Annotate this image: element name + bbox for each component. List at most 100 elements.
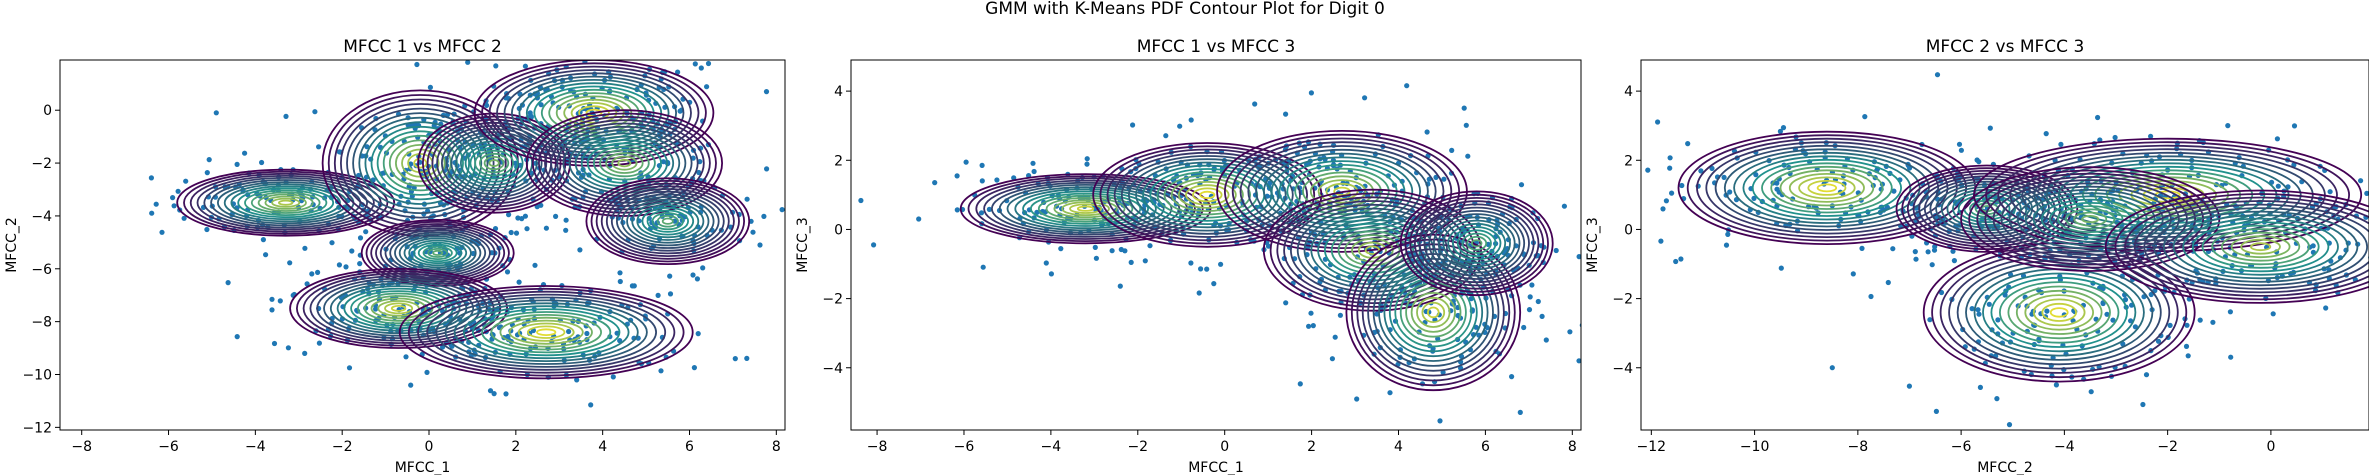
scatter-point <box>283 113 289 119</box>
scatter-point <box>1188 260 1194 266</box>
scatter-point <box>1645 167 1651 173</box>
contour-line <box>1968 169 2213 269</box>
contour-line <box>1092 142 1323 248</box>
scatter-point <box>1354 396 1360 402</box>
scatter-point <box>2148 133 2154 139</box>
contour-line <box>1099 145 1316 245</box>
scatter-point <box>1859 245 1865 251</box>
contour-line <box>408 239 468 267</box>
contour-line <box>2182 217 2339 276</box>
scatter-point <box>1958 147 1964 153</box>
gmm-contours <box>1677 130 2369 383</box>
scatter-point <box>346 365 353 371</box>
scatter-point <box>1727 189 1733 195</box>
contour-line <box>1761 162 1893 214</box>
contour-line <box>548 92 640 134</box>
contour-line <box>2221 231 2301 262</box>
contour-line <box>2073 211 2108 227</box>
scatter-point <box>363 229 369 235</box>
scatter-point <box>1031 168 1037 175</box>
contour-line <box>244 189 328 217</box>
contour-line <box>540 88 648 137</box>
scatter-point <box>2043 131 2049 137</box>
scatter-point <box>553 213 559 219</box>
subplot-mfcc1-vs-mfcc2: −8 −6 −4 −2 0 2 4 6 8 −12 −10 −8 −6 −4 −2 0 MFCC 1 vs MF… <box>4 37 812 475</box>
scatter-point <box>1437 418 1443 424</box>
contour-line <box>998 183 1173 234</box>
contour-line <box>1076 205 1095 212</box>
scatter-point <box>1721 174 1727 180</box>
scatter-point <box>1463 122 1469 128</box>
x-tick-label: 6 <box>1481 439 1490 455</box>
contour-line <box>417 243 458 263</box>
scatter-point <box>1527 294 1533 300</box>
scatter-point <box>487 388 494 394</box>
contour-line <box>615 193 720 249</box>
scatter-point <box>2185 353 2191 359</box>
scatter-point <box>1449 147 1455 153</box>
contour-line <box>1410 291 1456 333</box>
scatter-point <box>2095 114 2101 121</box>
scatter-point <box>527 110 533 116</box>
contour-line <box>1447 222 1507 264</box>
x-axis-ticks: −12 −10 −8 −6 −4 −2 0 <box>1637 430 2275 455</box>
scatter-point <box>1561 203 1567 209</box>
scatter-point <box>667 291 674 297</box>
scatter-point <box>1142 258 1148 264</box>
scatter-point <box>1933 408 1939 414</box>
scatter-point <box>1465 153 1471 159</box>
scatter-point <box>516 279 522 285</box>
x-tick-label: −4 <box>245 439 266 455</box>
scatter-point <box>277 298 283 304</box>
gmm-component-4 <box>473 60 715 167</box>
contour-line <box>641 206 695 236</box>
contour-line <box>611 155 638 171</box>
contour-line <box>1770 165 1884 210</box>
scatter-point <box>1951 258 1957 264</box>
scatter-point <box>1868 293 1874 300</box>
scatter-point <box>1885 279 1891 286</box>
scatter-point <box>536 54 541 59</box>
gmm-contours <box>176 60 751 380</box>
contour-line <box>1014 188 1157 230</box>
scatter-point <box>1725 231 1731 237</box>
contour-line <box>2211 228 2310 266</box>
scatter-point <box>2183 343 2190 349</box>
scatter-point <box>566 328 572 335</box>
scatter-point <box>234 334 240 340</box>
scatter-point <box>1084 161 1090 167</box>
contour-line <box>230 185 341 221</box>
y-axis-label: MFCC_2 <box>4 217 20 273</box>
contour-line <box>2081 215 2100 224</box>
scatter-point <box>204 170 210 176</box>
scatter-point <box>2044 308 2050 314</box>
scatter-point <box>1995 317 2001 323</box>
scatter-point <box>343 264 349 270</box>
contour-line <box>586 142 662 184</box>
scatter-point <box>2358 178 2364 184</box>
scatter-point <box>312 109 318 115</box>
scatter-point <box>538 202 544 208</box>
scatter-point <box>1204 266 1210 272</box>
scatter-point <box>1975 307 1981 313</box>
contour-line <box>967 175 1204 242</box>
y-axis-label: MFCC_3 <box>795 217 811 273</box>
scatter-point <box>1198 266 1204 272</box>
scatter-point <box>269 296 275 302</box>
scatter-point <box>807 135 812 140</box>
contour-line <box>2240 238 2281 255</box>
scatter-point <box>508 229 514 236</box>
contour-line <box>1262 188 1482 312</box>
scatter-point <box>1468 296 1474 302</box>
scatter-point <box>1130 122 1136 128</box>
contour-line <box>417 290 676 374</box>
scatter-point <box>1424 129 1430 135</box>
y-tick-label: 2 <box>1624 153 1633 169</box>
contour-line <box>376 130 464 196</box>
contour-line <box>574 135 675 191</box>
scatter-point <box>1034 209 1040 215</box>
scatter-point <box>1986 301 1992 307</box>
contour-line <box>2133 200 2369 294</box>
contour-line <box>1807 179 1847 196</box>
